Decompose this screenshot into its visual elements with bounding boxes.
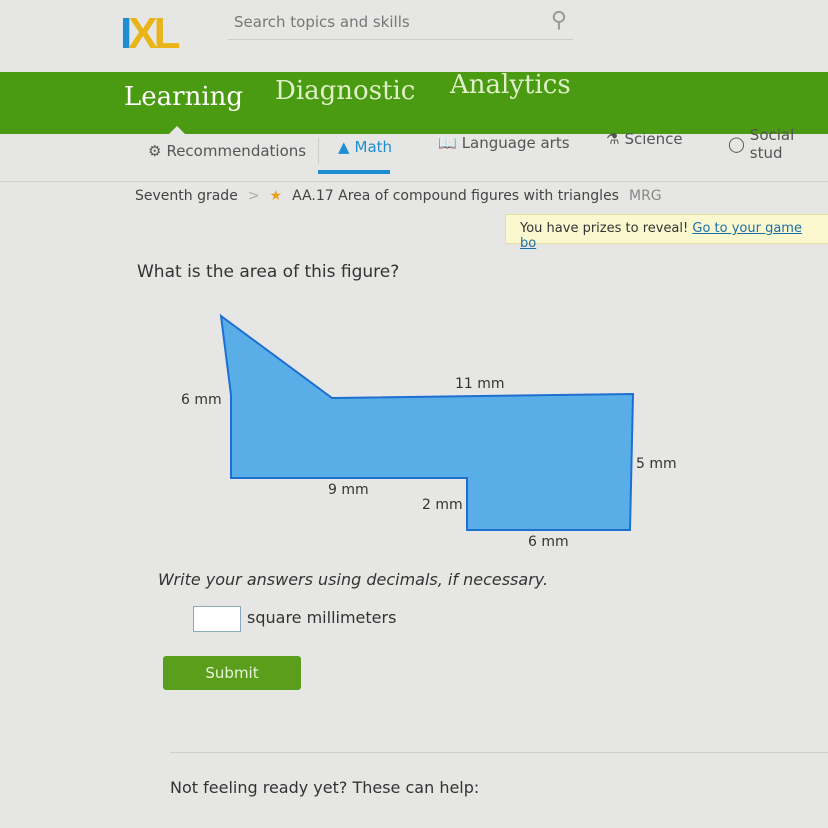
prize-banner: You have prizes to reveal! Go to your ga… xyxy=(505,214,828,251)
pyramid-icon: ▲ xyxy=(338,138,350,156)
subject-science[interactable]: ⚗ Science xyxy=(606,130,683,148)
label-step: 2 mm xyxy=(422,497,463,513)
subject-nav: ⚙ Recommendations ▲ Math 📖 Language arts ⚗ S… xyxy=(0,126,828,182)
ixl-logo[interactable]: IXL xyxy=(120,9,180,58)
skill-title: AA.17 Area of compound figures with tria… xyxy=(292,188,619,204)
submit-button[interactable]: Submit xyxy=(163,656,301,690)
divider xyxy=(170,752,828,753)
answer-input[interactable] xyxy=(193,606,241,632)
label-top: 11 mm xyxy=(455,376,505,392)
figure-shape xyxy=(219,313,635,531)
label-bottom-right: 6 mm xyxy=(528,534,569,550)
chevron-right-icon: > xyxy=(247,188,260,204)
tab-diagnostic[interactable]: Diagnostic xyxy=(275,76,416,106)
active-tab-caret xyxy=(168,126,186,135)
main-nav: Learning Diagnostic Analytics xyxy=(0,70,828,135)
game-board-link[interactable]: Go to your game bo xyxy=(520,221,802,251)
star-icon: ★ xyxy=(269,188,283,204)
divider xyxy=(318,138,319,164)
skill-code: MRG xyxy=(628,188,662,204)
subject-math[interactable]: ▲ Math xyxy=(338,138,393,156)
breadcrumb: Seventh grade > ★ AA.17 Area of compound… xyxy=(135,188,662,204)
instructions: Write your answers using decimals, if ne… xyxy=(158,570,549,589)
search-input[interactable]: Search topics and skills ⚲ xyxy=(228,8,573,40)
search-icon[interactable]: ⚲ xyxy=(550,8,567,33)
flask-icon: ⚗ xyxy=(606,130,620,148)
tab-analytics[interactable]: Analytics xyxy=(450,70,571,100)
label-right: 5 mm xyxy=(636,456,677,472)
subject-recommendations[interactable]: ⚙ Recommendations xyxy=(148,142,307,160)
book-icon: 📖 xyxy=(438,134,457,152)
active-subject-underline xyxy=(318,170,390,174)
label-left: 6 mm xyxy=(181,392,222,408)
tab-learning[interactable]: Learning xyxy=(124,82,244,112)
question-prompt: What is the area of this figure? xyxy=(137,262,400,282)
globe-icon: ◯ xyxy=(728,135,745,153)
label-bottom-left: 9 mm xyxy=(328,482,369,498)
subject-social-studies[interactable]: ◯ Social stud xyxy=(728,126,795,162)
help-heading: Not feeling ready yet? These can help: xyxy=(170,778,480,797)
unit-label: square millimeters xyxy=(247,608,397,627)
subject-language-arts[interactable]: 📖 Language arts xyxy=(438,134,570,152)
robot-icon: ⚙ xyxy=(148,142,162,160)
breadcrumb-grade[interactable]: Seventh grade xyxy=(135,188,238,204)
